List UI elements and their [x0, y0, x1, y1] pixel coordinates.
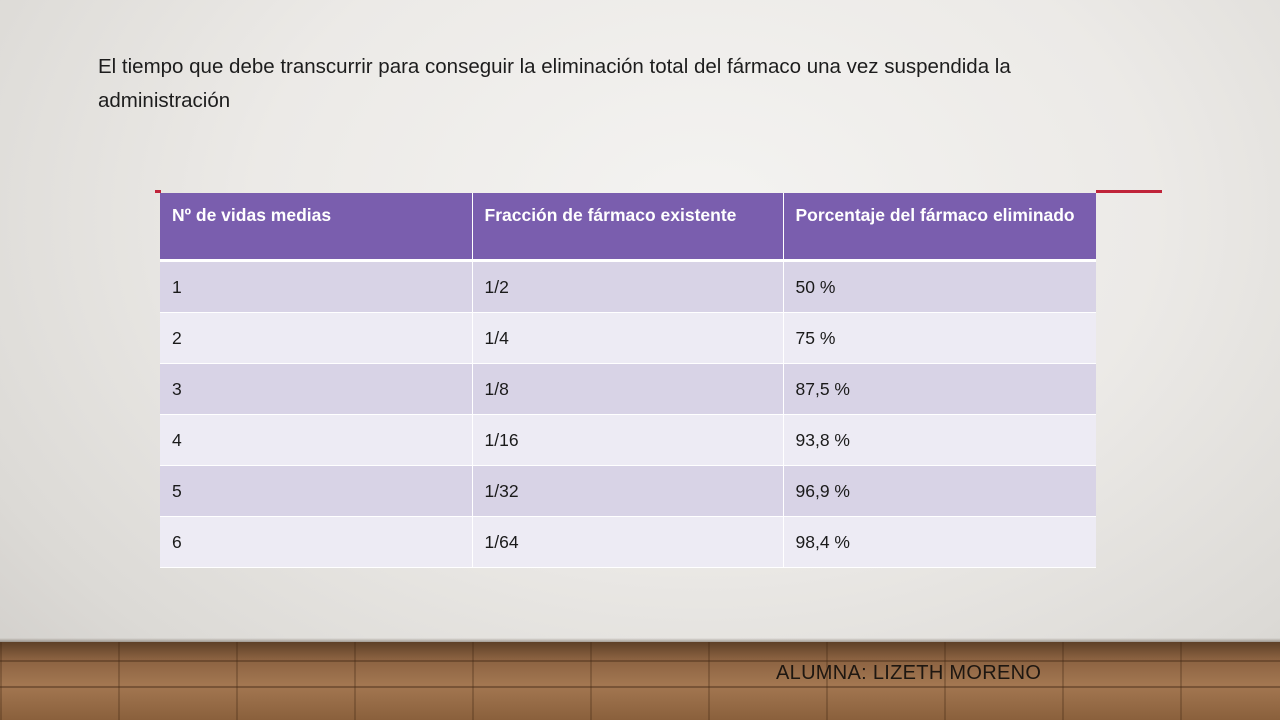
slide-heading: El tiempo que debe transcurrir para cons…	[98, 55, 1011, 112]
floor-plank-line	[0, 660, 1280, 662]
floor-shadow	[0, 638, 1280, 644]
half-life-table: Nº de vidas medias Fracción de fármaco e…	[160, 193, 1096, 568]
table-cell: 1/4	[472, 312, 784, 364]
table-cell: 4	[160, 414, 473, 466]
table-row: 5 1/32 96,9 %	[160, 465, 1096, 517]
author-credit: ALUMNA: LIZETH MORENO	[776, 662, 1042, 684]
header-cell-fraction: Fracción de fármaco existente	[472, 193, 784, 262]
table-row: 1 1/2 50 %	[160, 260, 1096, 313]
table-row: 6 1/64 98,4 %	[160, 516, 1096, 568]
accent-line-right	[1096, 190, 1162, 193]
table-cell: 2	[160, 312, 473, 364]
table-cell: 93,8 %	[783, 414, 1096, 466]
table-cell: 1/64	[472, 516, 784, 568]
table-cell: 1/32	[472, 465, 784, 517]
table-cell: 1/16	[472, 414, 784, 466]
table-cell: 5	[160, 465, 473, 517]
table-cell: 75 %	[783, 312, 1096, 364]
table-cell: 1/2	[472, 260, 784, 313]
table-row: 4 1/16 93,8 %	[160, 414, 1096, 466]
table-header-row: Nº de vidas medias Fracción de fármaco e…	[160, 193, 1096, 262]
table-cell: 6	[160, 516, 473, 568]
table-cell: 50 %	[783, 260, 1096, 313]
table-cell: 96,9 %	[783, 465, 1096, 517]
table-cell: 1	[160, 260, 473, 313]
floor-plank-line	[0, 686, 1280, 688]
table-cell: 3	[160, 363, 473, 415]
table-cell: 98,4 %	[783, 516, 1096, 568]
accent-line-left	[155, 190, 161, 193]
table-row: 3 1/8 87,5 %	[160, 363, 1096, 415]
header-cell-percentage: Porcentaje del fármaco eliminado	[783, 193, 1096, 262]
table-cell: 1/8	[472, 363, 784, 415]
table-row: 2 1/4 75 %	[160, 312, 1096, 364]
header-cell-half-lives: Nº de vidas medias	[160, 193, 473, 262]
wood-floor-background	[0, 642, 1280, 720]
table-cell: 87,5 %	[783, 363, 1096, 415]
